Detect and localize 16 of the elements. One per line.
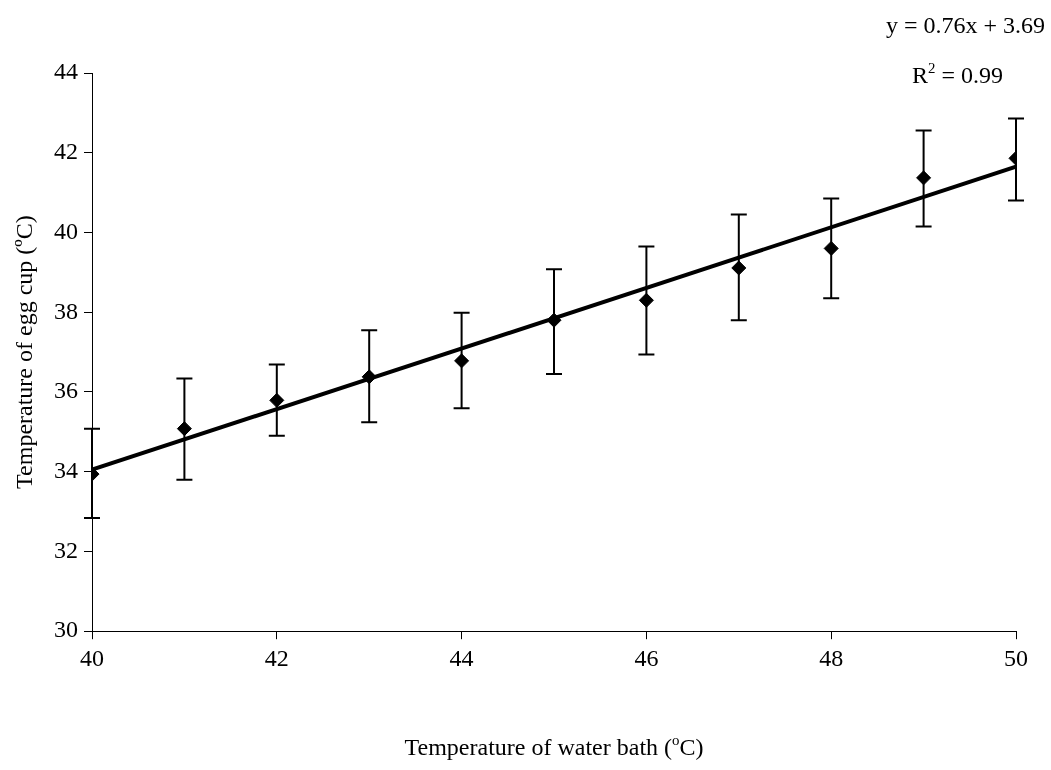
x-tick-label: 46 [634,644,659,671]
y-tick-label: 36 [54,377,78,404]
y-tick-label: 30 [54,616,78,643]
y-tick-label: 42 [54,138,78,165]
x-tick-label: 42 [264,644,289,671]
y-tick-label: 40 [54,217,78,244]
y-tick-label: 44 [54,58,78,85]
y-tick-label: 32 [54,536,78,563]
x-tick-label: 44 [449,644,474,671]
x-tick-label: 48 [819,644,844,671]
x-tick-label: 40 [80,644,104,671]
y-tick-label: 34 [54,457,78,484]
x-tick-label: 50 [1004,644,1028,671]
y-axis-title: Temperature of egg cup (ºC) [11,215,37,489]
y-tick-label: 38 [54,297,78,324]
text: y = 0.76x + 3.69 [885,12,1046,38]
